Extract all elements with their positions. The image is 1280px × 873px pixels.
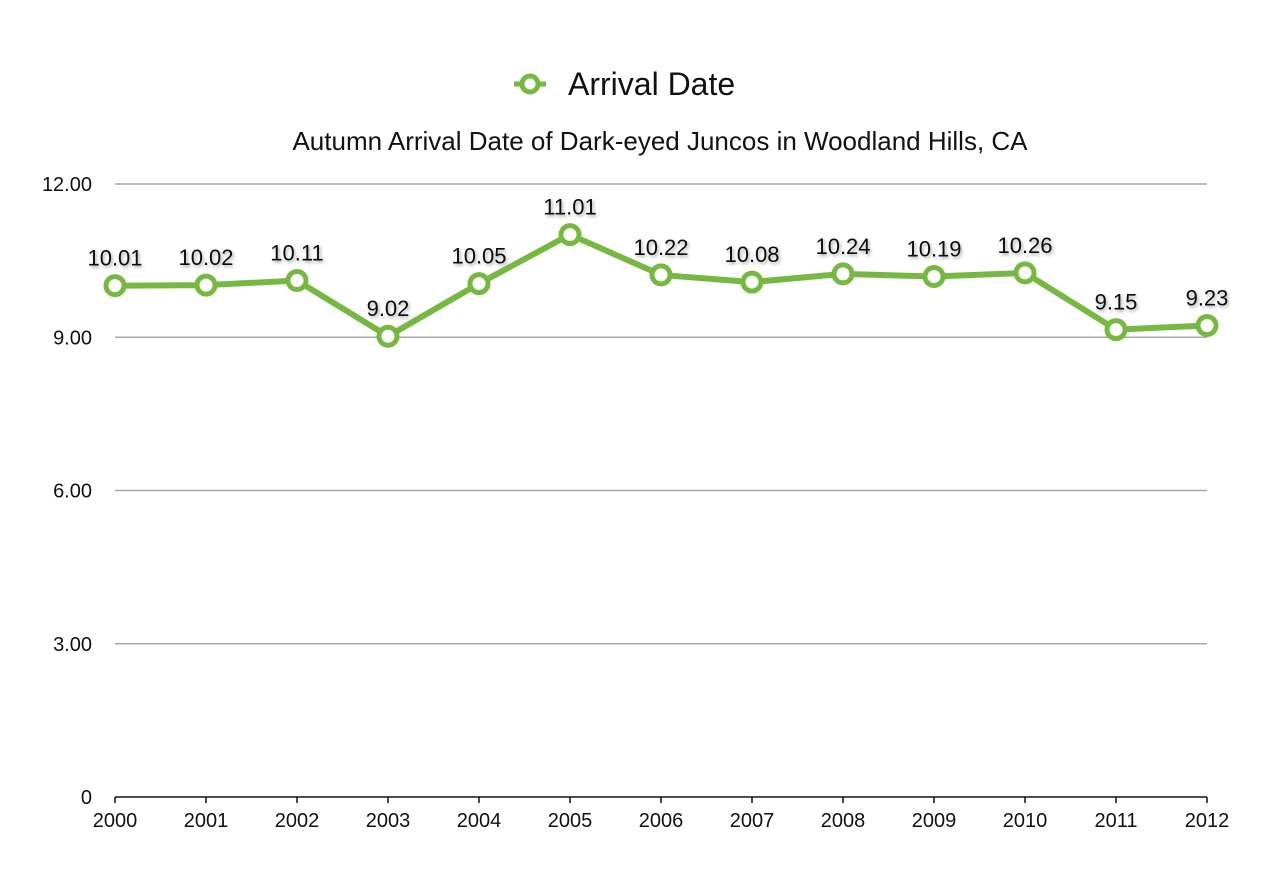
y-tick-label: 3.00: [53, 634, 92, 656]
data-label: 10.01: [87, 246, 142, 271]
data-label: 10.02: [178, 245, 233, 270]
chart-title: Autumn Arrival Date of Dark-eyed Juncos …: [292, 126, 1028, 156]
data-point: [649, 263, 673, 287]
data-labels: 10.01 10.02 10.11 9.02 10.05 11.01 10.22 10.08 1…: [87, 195, 1228, 322]
data-label: 9.15: [1095, 290, 1138, 315]
y-tick-label: 6.00: [53, 481, 92, 503]
x-axis: [114, 796, 1208, 803]
x-tick-label: 2006: [639, 810, 684, 832]
data-label: 10.05: [451, 244, 506, 269]
data-point: [1195, 314, 1219, 338]
y-tick-label: 0: [81, 787, 92, 809]
data-label: 10.26: [997, 233, 1052, 258]
x-tick-label: 2009: [912, 810, 957, 832]
data-point: [558, 223, 582, 247]
data-point: [1013, 261, 1037, 285]
grid-layer: [115, 183, 1207, 645]
data-point: [467, 272, 491, 296]
x-tick-label: 2008: [821, 810, 866, 832]
series-arrival-date: [103, 223, 1219, 348]
data-label: 10.11: [270, 241, 323, 266]
y-tick-label: 12.00: [42, 174, 92, 196]
x-tick-label: 2002: [275, 810, 320, 832]
data-point: [740, 270, 764, 294]
legend: Arrival Date: [514, 66, 735, 102]
x-tick-label: 2004: [457, 810, 502, 832]
x-tick-label: 2011: [1094, 810, 1137, 832]
data-label: 10.19: [906, 236, 961, 261]
data-point: [285, 269, 309, 293]
x-tick-label: 2000: [93, 810, 138, 832]
data-label: 11.01: [543, 195, 596, 220]
legend-label: Arrival Date: [568, 66, 735, 102]
data-label: 10.08: [724, 242, 779, 267]
x-tick-label: 2005: [548, 810, 593, 832]
data-label: 9.23: [1186, 286, 1229, 311]
legend-marker-icon: [519, 73, 541, 95]
data-label: 10.24: [815, 234, 870, 259]
x-tick-label: 2007: [730, 810, 775, 832]
x-tick-label: 2003: [366, 810, 411, 832]
data-point: [103, 274, 127, 298]
data-point: [1104, 318, 1128, 342]
y-tick-label: 9.00: [53, 327, 92, 349]
data-label: 9.02: [367, 296, 410, 321]
y-axis-tick-labels: 0 3.00 6.00 9.00 12.00: [42, 174, 92, 809]
x-tick-label: 2010: [1003, 810, 1048, 832]
data-point: [376, 324, 400, 348]
data-label: 10.22: [633, 235, 688, 260]
x-tick-label: 2001: [184, 810, 229, 832]
data-point: [831, 262, 855, 286]
x-tick-label: 2012: [1185, 810, 1230, 832]
x-axis-tick-labels: 2000 2001 2002 2003 2004 2005 2006 2007 2008 2009…: [93, 810, 1230, 832]
data-point: [922, 264, 946, 288]
data-point: [194, 273, 218, 297]
